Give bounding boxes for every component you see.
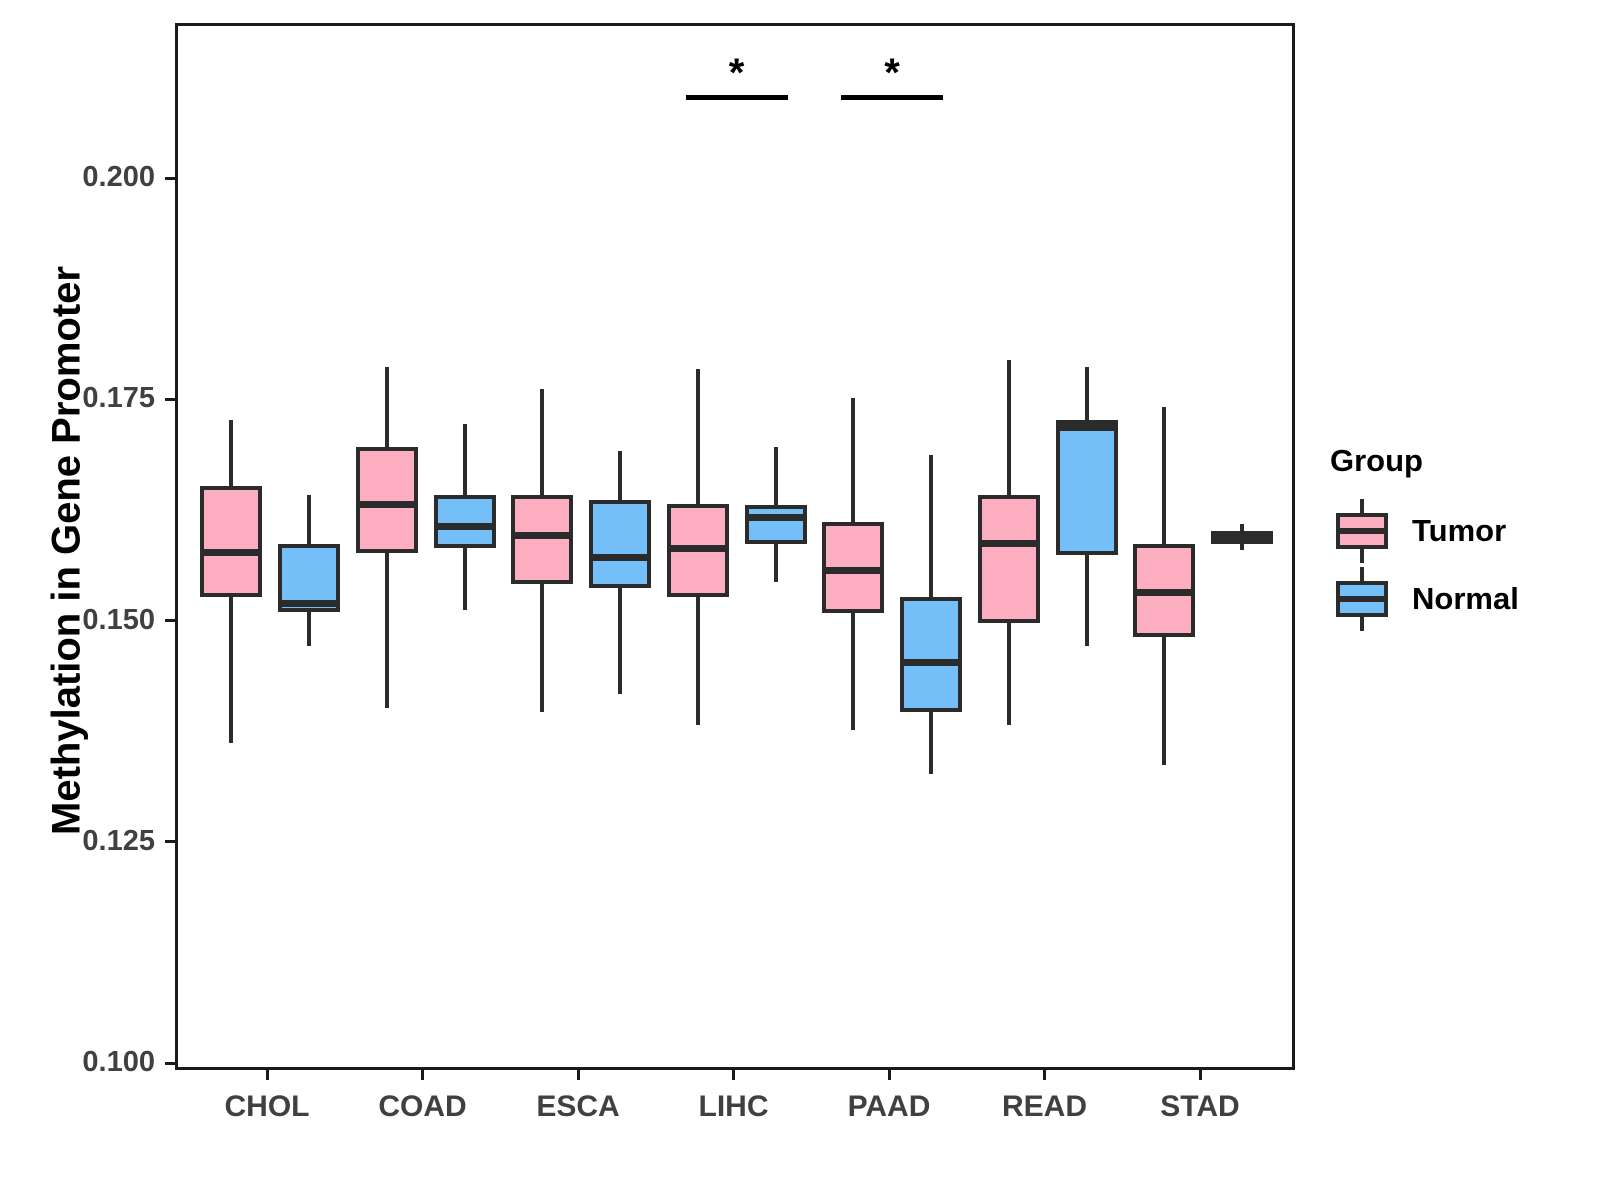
plot-panel: * * bbox=[175, 23, 1295, 1070]
median-tumor-STAD bbox=[1133, 589, 1195, 597]
legend-item-tumor: Tumor bbox=[1330, 497, 1590, 565]
median-normal-PAAD bbox=[900, 658, 962, 666]
median-normal-ESCA bbox=[589, 553, 651, 561]
x-axis-tick-label: ESCA bbox=[536, 1090, 620, 1123]
x-axis-tick bbox=[732, 1070, 735, 1080]
y-axis-tick-label: 0.125 bbox=[82, 824, 155, 857]
x-axis-tick bbox=[576, 1070, 580, 1080]
legend: Group Tumor Normal bbox=[1330, 443, 1590, 633]
y-axis-tick bbox=[165, 1061, 175, 1065]
x-axis-tick-label: LIHC bbox=[698, 1090, 769, 1123]
significance-star-PAAD: * bbox=[884, 51, 900, 96]
box-normal-COAD bbox=[433, 495, 496, 549]
y-axis-tick bbox=[165, 176, 175, 180]
x-axis-tick bbox=[1198, 1070, 1202, 1080]
legend-key-median bbox=[1336, 528, 1388, 534]
y-axis-tick-label: 0.200 bbox=[82, 161, 155, 193]
legend-key-whisker-top bbox=[1360, 499, 1364, 513]
legend-key-whisker-bottom bbox=[1360, 549, 1364, 563]
significance-bar-PAAD bbox=[841, 95, 943, 101]
median-normal-READ bbox=[1055, 423, 1118, 431]
x-axis-tick-label: COAD bbox=[378, 1090, 467, 1123]
legend-key-boxplot-glyph bbox=[1330, 567, 1394, 631]
y-axis-title: Methylation in Gene Promoter bbox=[44, 266, 89, 835]
legend-item-label: Normal bbox=[1412, 581, 1519, 616]
y-axis-tick bbox=[165, 840, 175, 844]
y-axis-tick-label: 0.150 bbox=[82, 603, 155, 636]
x-axis-tick bbox=[265, 1070, 269, 1080]
y-axis-tick bbox=[165, 619, 175, 622]
x-axis-tick-label: CHOL bbox=[224, 1090, 310, 1123]
y-axis-tick bbox=[165, 397, 175, 401]
y-axis-tick-label: 0.175 bbox=[82, 382, 155, 415]
box-tumor-READ bbox=[977, 495, 1040, 624]
median-tumor-PAAD bbox=[822, 566, 884, 574]
median-tumor-CHOL bbox=[200, 549, 262, 557]
box-normal-READ bbox=[1055, 419, 1118, 556]
box-normal-ESCA bbox=[589, 499, 651, 589]
legend-key-boxplot-glyph bbox=[1330, 499, 1394, 563]
significance-bar-LIHC bbox=[685, 95, 788, 101]
median-normal-CHOL bbox=[278, 599, 340, 607]
median-normal-COAD bbox=[433, 522, 496, 530]
legend-item-label: Tumor bbox=[1412, 513, 1507, 548]
x-axis-tick-label: PAAD bbox=[847, 1090, 931, 1123]
significance-star-LIHC: * bbox=[728, 51, 745, 96]
median-tumor-ESCA bbox=[511, 531, 573, 539]
x-axis-tick-label: READ bbox=[1001, 1090, 1087, 1123]
box-normal-PAAD bbox=[900, 596, 962, 712]
median-normal-LIHC bbox=[744, 513, 807, 521]
legend-key-median bbox=[1336, 596, 1388, 602]
median-tumor-LIHC bbox=[666, 544, 729, 552]
x-axis-tick bbox=[421, 1070, 424, 1080]
box-tumor-COAD bbox=[355, 446, 418, 553]
box-tumor-CHOL bbox=[200, 486, 262, 597]
x-axis-tick-label: STAD bbox=[1160, 1090, 1240, 1123]
legend-title: Group bbox=[1330, 443, 1423, 478]
legend-item-normal: Normal bbox=[1330, 565, 1590, 633]
median-normal-STAD bbox=[1211, 534, 1273, 542]
x-axis-tick bbox=[887, 1070, 891, 1080]
median-tumor-COAD bbox=[355, 500, 418, 508]
y-axis-tick-label: 0.100 bbox=[82, 1046, 155, 1078]
median-tumor-READ bbox=[977, 540, 1040, 548]
legend-key-whisker-top bbox=[1360, 567, 1364, 581]
box-tumor-ESCA bbox=[511, 495, 573, 584]
box-normal-LIHC bbox=[744, 504, 807, 544]
x-axis-tick bbox=[1043, 1070, 1046, 1080]
legend-key-whisker-bottom bbox=[1360, 617, 1364, 631]
